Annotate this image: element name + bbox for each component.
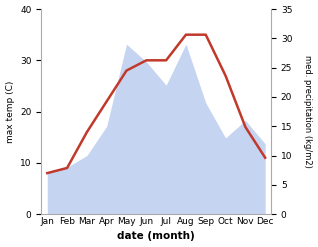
Y-axis label: max temp (C): max temp (C)	[5, 80, 15, 143]
X-axis label: date (month): date (month)	[117, 231, 195, 242]
Y-axis label: med. precipitation (kg/m2): med. precipitation (kg/m2)	[303, 55, 313, 168]
